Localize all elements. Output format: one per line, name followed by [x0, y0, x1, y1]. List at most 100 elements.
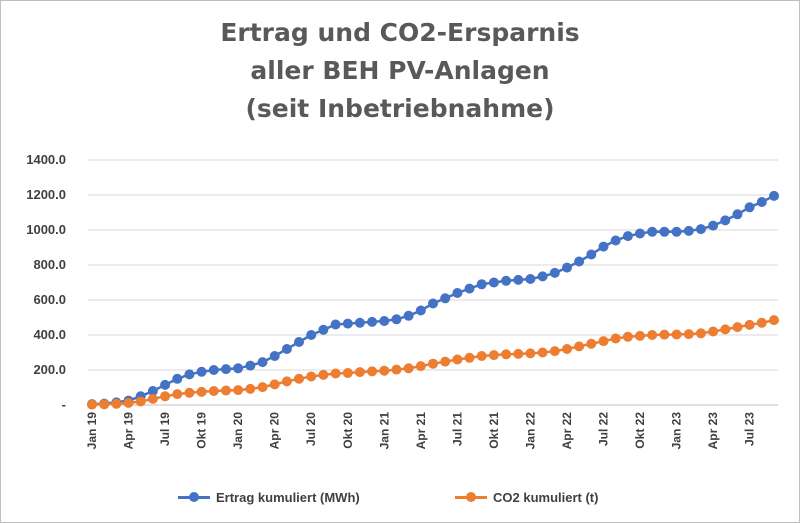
data-point-1 — [732, 322, 743, 333]
data-point-1 — [367, 366, 378, 377]
x-tick-label: Jul 23 — [743, 412, 757, 446]
data-point-0 — [513, 274, 524, 285]
x-tick-label: Jan 22 — [523, 412, 537, 450]
data-point-1 — [635, 330, 645, 341]
data-point-1 — [488, 350, 499, 361]
data-point-1 — [562, 344, 572, 354]
data-point-0 — [342, 318, 353, 329]
data-point-0 — [647, 226, 658, 237]
data-point-1 — [221, 385, 231, 396]
data-point-0 — [732, 209, 743, 220]
data-point-0 — [428, 298, 438, 309]
data-point-1 — [87, 399, 97, 410]
data-point-0 — [476, 279, 487, 290]
chart-title-line-3: (seit Inbetriebnahme) — [245, 94, 555, 123]
data-point-1 — [659, 329, 670, 340]
y-tick-label: - — [62, 397, 66, 412]
x-tick-label: Jul 20 — [304, 412, 318, 446]
y-tick-label: 200.0 — [33, 362, 66, 377]
data-point-1 — [683, 329, 694, 340]
data-point-0 — [233, 363, 244, 374]
legend-item-co2: CO2 kumuliert (t) — [455, 485, 598, 509]
data-point-0 — [501, 275, 512, 286]
data-point-1 — [695, 328, 706, 339]
data-point-1 — [671, 329, 682, 340]
data-point-0 — [671, 226, 682, 237]
legend-label-ertrag: Ertrag kumuliert (MWh) — [216, 489, 360, 505]
data-point-0 — [695, 224, 706, 235]
data-point-0 — [440, 293, 451, 304]
data-point-0 — [537, 271, 548, 282]
data-point-0 — [574, 256, 585, 267]
data-point-0 — [257, 357, 268, 368]
data-point-1 — [501, 349, 512, 360]
data-point-0 — [208, 365, 219, 375]
x-axis: Jan 19 Apr 19 Jul 19 Okt 19 Jan 20 Apr 20 Jul … — [85, 412, 757, 450]
data-point-1 — [586, 338, 597, 349]
x-tick-label: Jul 22 — [597, 412, 611, 446]
data-point-1 — [415, 361, 426, 372]
x-tick-label: Jan 20 — [231, 412, 245, 450]
x-tick-label: Apr 21 — [414, 412, 428, 450]
data-point-1 — [257, 382, 268, 393]
data-point-1 — [147, 393, 158, 404]
data-point-0 — [160, 379, 171, 390]
data-point-0 — [769, 190, 779, 201]
data-point-1 — [342, 368, 353, 378]
data-point-0 — [245, 360, 256, 371]
chart-title-line-2: aller BEH PV-Anlagen — [250, 56, 550, 85]
data-point-0 — [464, 283, 475, 294]
data-point-1 — [464, 352, 475, 363]
legend-label-co2: CO2 kumuliert (t) — [493, 489, 599, 505]
chart-title: Ertrag und CO2-Ersparnis aller BEH PV-An… — [0, 14, 800, 128]
data-point-0 — [488, 277, 499, 288]
y-tick-label: 1400.0 — [26, 152, 66, 167]
x-tick-label: Jan 23 — [670, 412, 684, 450]
data-point-0 — [184, 369, 195, 380]
data-point-0 — [147, 386, 158, 396]
x-tick-label: Okt 19 — [195, 412, 209, 449]
data-point-0 — [330, 319, 341, 330]
data-point-0 — [318, 324, 329, 335]
data-point-1 — [245, 383, 256, 394]
x-tick-label: Jan 19 — [85, 412, 99, 450]
data-point-1 — [354, 367, 365, 378]
data-point-0 — [708, 220, 719, 231]
data-point-1 — [172, 389, 183, 400]
data-point-1 — [440, 356, 451, 367]
data-point-0 — [306, 330, 317, 340]
data-point-1 — [269, 379, 280, 390]
data-point-1 — [452, 354, 463, 365]
data-point-0 — [452, 288, 463, 298]
y-tick-label: 600.0 — [33, 292, 66, 307]
x-tick-label: Okt 20 — [341, 412, 355, 449]
data-point-1 — [391, 364, 402, 375]
data-point-0 — [172, 373, 183, 384]
data-point-1 — [428, 358, 438, 369]
data-point-0 — [367, 316, 378, 327]
data-point-1 — [135, 396, 146, 407]
data-point-1 — [306, 371, 317, 382]
data-point-1 — [574, 341, 585, 352]
data-point-1 — [622, 331, 633, 342]
y-axis: - 200.0 400.0 600.0 800.0 1000.0 1200.0 1400.0 — [26, 152, 66, 412]
data-point-1 — [537, 347, 548, 358]
data-point-1 — [184, 387, 195, 398]
data-point-1 — [476, 351, 487, 361]
data-point-0 — [403, 310, 414, 321]
y-tick-label: 1200.0 — [26, 187, 66, 202]
data-point-1 — [756, 317, 767, 328]
legend-item-ertrag: Ertrag kumuliert (MWh) — [178, 485, 360, 509]
legend: Ertrag kumuliert (MWh) CO2 kumuliert (t) — [0, 485, 800, 509]
series-group — [87, 190, 779, 410]
data-point-0 — [659, 226, 670, 237]
data-point-0 — [635, 228, 645, 239]
data-point-1 — [196, 386, 207, 397]
data-point-1 — [111, 398, 122, 409]
legend-swatch-ertrag — [178, 490, 210, 504]
data-point-1 — [720, 324, 731, 335]
data-point-0 — [269, 351, 280, 361]
x-tick-label: Apr 19 — [122, 412, 136, 450]
data-point-1 — [208, 386, 219, 396]
